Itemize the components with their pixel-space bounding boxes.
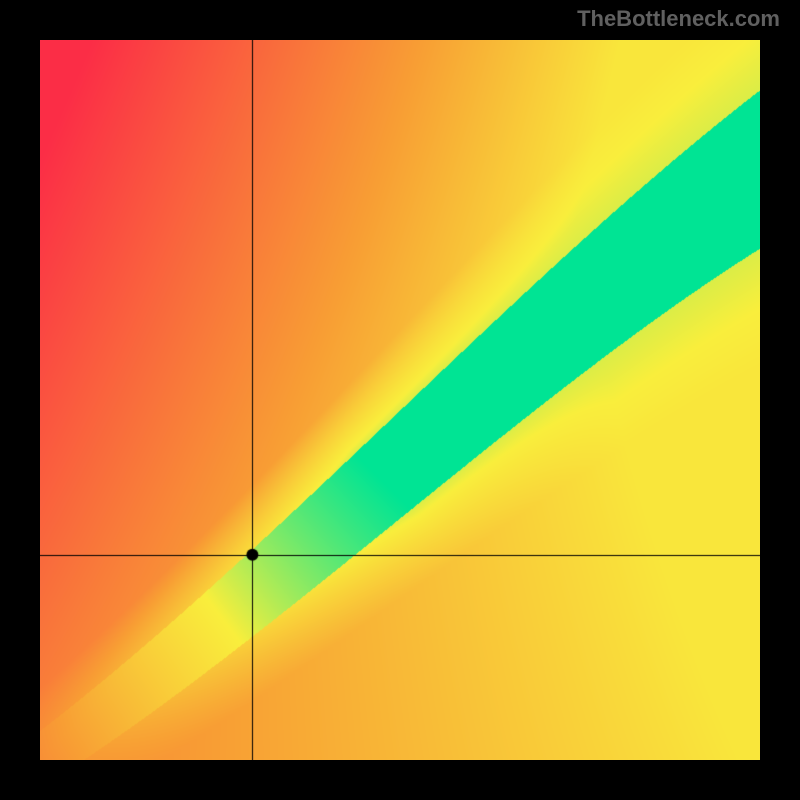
chart-container: TheBottleneck.com	[0, 0, 800, 800]
plot-area	[40, 40, 760, 760]
watermark-text: TheBottleneck.com	[577, 6, 780, 32]
heatmap-canvas	[40, 40, 760, 760]
